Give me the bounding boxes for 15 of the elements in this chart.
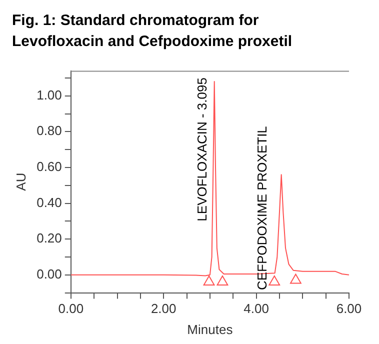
chart-title: Fig. 1: Standard chromatogram for Levofloxacin and Cefpodoxime proxetil bbox=[12, 11, 294, 52]
y-tick-label: 0.60 bbox=[36, 159, 62, 174]
y-axis-title: AU bbox=[13, 172, 28, 191]
x-axis-title: Minutes bbox=[187, 322, 234, 337]
annotation: CEFPODOXIME PROXETIL bbox=[254, 126, 270, 290]
y-tick-label: 0.00 bbox=[36, 266, 62, 282]
x-tick-label: 4.00 bbox=[244, 301, 269, 316]
y-tick-label: 0.40 bbox=[36, 194, 62, 210]
y-tick-label: 0.80 bbox=[36, 123, 62, 138]
x-tick-label: 2.00 bbox=[150, 301, 176, 316]
y-tick-label: 0.20 bbox=[36, 230, 62, 246]
x-tick-label: 0.00 bbox=[58, 301, 84, 316]
x-tick-label: 6.00 bbox=[336, 301, 362, 316]
y-tick-label: 1.00 bbox=[36, 87, 62, 102]
annotation: LEVOFLOXACIN - 3.095 bbox=[194, 78, 210, 222]
